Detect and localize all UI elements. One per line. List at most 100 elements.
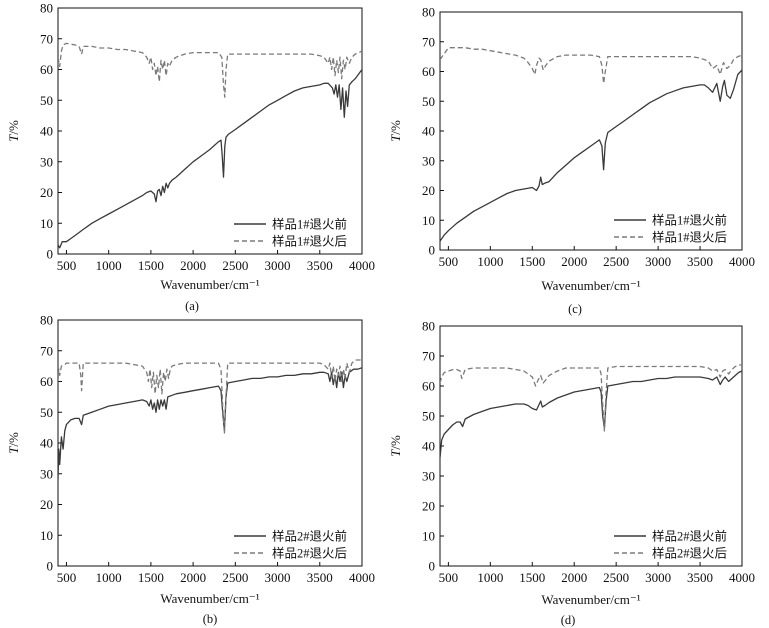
series-line-before-anneal	[440, 370, 742, 459]
y-tick-label: 50	[40, 405, 53, 420]
x-tick-label: 4000	[349, 570, 375, 585]
y-tick-label: 60	[422, 64, 435, 79]
y-tick-label: 20	[422, 183, 435, 198]
legend-label: 样品1#退火后	[652, 230, 727, 245]
x-tick-label: 2000	[561, 254, 587, 269]
x-tick-label: 3500	[687, 570, 713, 585]
series-line-after-anneal	[58, 359, 362, 435]
x-tick-label: 500	[439, 254, 459, 269]
chart-panel-a: 0 10 20 30 40 50 60 70 80 500 1000 1500 2000 2500 3000…	[6, 1, 375, 314]
series-line-after-anneal	[58, 42, 362, 98]
y-tick-label: 80	[422, 319, 435, 334]
y-tick-label: 80	[40, 1, 53, 16]
y-tick-label: 70	[422, 34, 435, 49]
x-tick-label: 3000	[265, 258, 291, 273]
x-tick-label: 1000	[96, 570, 122, 585]
panel-caption: (c)	[568, 302, 582, 316]
x-tick-label: 2000	[180, 570, 206, 585]
x-tick-label: 2500	[222, 570, 248, 585]
y-tick-label: 70	[422, 349, 435, 364]
legend-label: 样品1#退火前	[652, 213, 727, 228]
y-tick-label: 0	[47, 247, 54, 262]
legend-label: 样品1#退火前	[272, 217, 347, 232]
panel-caption: (b)	[203, 612, 218, 626]
x-axis-label: Wavenumber/cm⁻¹	[541, 592, 640, 607]
x-tick-label: 3500	[307, 570, 333, 585]
y-tick-label: 20	[40, 497, 53, 512]
x-tick-label: 4000	[349, 258, 375, 273]
x-tick-label: 2500	[603, 254, 629, 269]
x-tick-label: 4000	[729, 254, 755, 269]
x-tick-label: 2000	[180, 258, 206, 273]
series-line-before-anneal	[58, 69, 362, 249]
y-tick-label: 30	[422, 153, 435, 168]
chart-panel-c: 0 10 20 30 40 50 60 70 80 500 1000 1500 2000 2500 3000…	[388, 5, 755, 317]
y-tick-label: 50	[422, 409, 435, 424]
y-axis-label: T/%	[6, 432, 21, 454]
x-tick-label: 3500	[687, 254, 713, 269]
x-tick-label: 2000	[561, 570, 587, 585]
y-tick-label: 40	[40, 124, 53, 139]
x-tick-label: 2500	[222, 258, 248, 273]
x-tick-label: 1000	[477, 570, 503, 585]
x-tick-label: 1000	[477, 254, 503, 269]
y-tick-label: 0	[429, 559, 436, 574]
y-tick-label: 30	[40, 154, 53, 169]
x-tick-label: 1500	[138, 570, 164, 585]
y-tick-label: 40	[422, 124, 435, 139]
panel-caption: (d)	[561, 613, 576, 627]
series-line-before-anneal	[58, 367, 362, 480]
x-tick-label: 3000	[645, 570, 671, 585]
y-axis-label: T/%	[6, 120, 21, 142]
x-tick-label: 1500	[138, 258, 164, 273]
x-tick-label: 500	[439, 570, 459, 585]
x-tick-label: 500	[57, 570, 77, 585]
chart-panel-b: 0 10 20 30 40 50 60 70 80 500 1000 1500 2000 2500 3000…	[6, 313, 375, 627]
x-tick-label: 2500	[603, 570, 629, 585]
series-line-after-anneal	[440, 364, 742, 432]
y-tick-label: 50	[422, 94, 435, 109]
y-tick-label: 60	[40, 62, 53, 77]
x-tick-label: 3000	[645, 254, 671, 269]
y-tick-label: 70	[40, 343, 53, 358]
legend-label: 样品1#退火后	[272, 234, 347, 249]
panel-caption: (a)	[185, 299, 199, 313]
x-tick-label: 1500	[519, 254, 545, 269]
y-tick-label: 40	[40, 436, 53, 451]
y-tick-label: 50	[40, 93, 53, 108]
x-axis-label: Wavenumber/cm⁻¹	[541, 278, 640, 293]
y-axis-label: T/%	[388, 120, 403, 142]
y-tick-label: 30	[40, 466, 53, 481]
x-axis-label: Wavenumber/cm⁻¹	[160, 277, 259, 292]
y-tick-label: 0	[429, 243, 436, 258]
legend-label: 样品2#退火后	[272, 546, 347, 561]
y-tick-label: 10	[422, 213, 435, 228]
y-tick-label: 40	[422, 439, 435, 454]
y-axis-label: T/%	[388, 435, 403, 457]
legend-label: 样品2#退火前	[272, 529, 347, 544]
x-tick-label: 500	[57, 258, 77, 273]
y-tick-label: 10	[40, 216, 53, 231]
y-tick-label: 20	[422, 499, 435, 514]
series-line-after-anneal	[440, 47, 742, 85]
x-tick-label: 1000	[96, 258, 122, 273]
chart-panel-d: 0 10 20 30 40 50 60 70 80 500 1000 1500 2000 2500 3000…	[388, 319, 755, 628]
series-line-before-anneal	[440, 69, 742, 242]
x-tick-label: 3500	[307, 258, 333, 273]
legend-label: 样品2#退火后	[652, 546, 727, 561]
x-tick-label: 4000	[729, 570, 755, 585]
y-tick-label: 80	[40, 313, 53, 328]
y-tick-label: 10	[40, 528, 53, 543]
legend-label: 样品2#退火前	[652, 529, 727, 544]
y-tick-label: 80	[422, 5, 435, 20]
y-tick-label: 70	[40, 31, 53, 46]
y-tick-label: 20	[40, 185, 53, 200]
y-tick-label: 60	[40, 374, 53, 389]
x-tick-label: 1500	[519, 570, 545, 585]
x-tick-label: 3000	[265, 570, 291, 585]
x-axis-label: Wavenumber/cm⁻¹	[160, 591, 259, 606]
y-tick-label: 10	[422, 529, 435, 544]
y-tick-label: 0	[47, 559, 54, 574]
